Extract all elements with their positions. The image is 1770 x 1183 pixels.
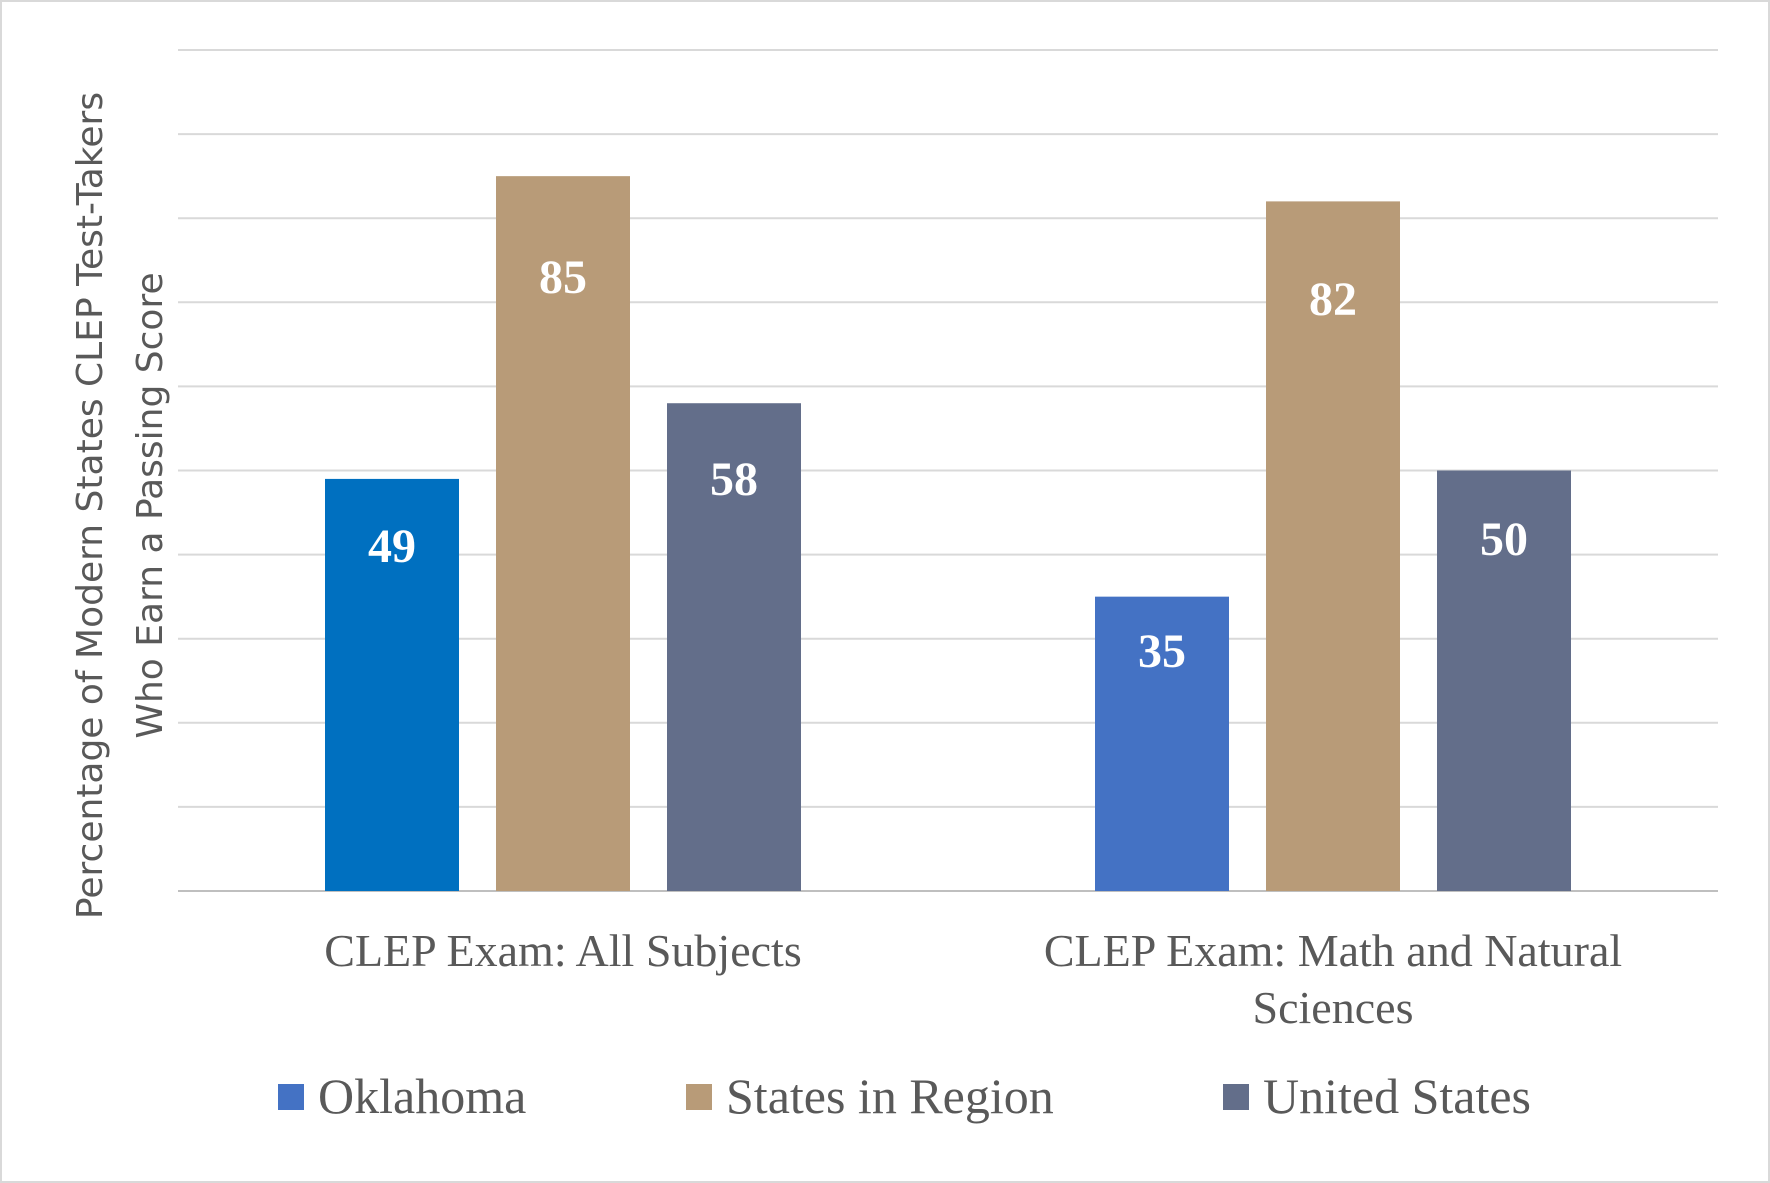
x-tick-label: CLEP Exam: All Subjects bbox=[324, 925, 801, 976]
data-label: 50 bbox=[1480, 513, 1528, 566]
legend-label: Oklahoma bbox=[318, 1068, 526, 1124]
legend: Oklahoma States in Region United States bbox=[278, 1068, 1531, 1124]
data-label: 85 bbox=[539, 251, 587, 304]
data-label: 35 bbox=[1138, 625, 1186, 678]
data-labels: 49 35 85 82 58 50 bbox=[368, 251, 1528, 678]
legend-swatch bbox=[278, 1084, 304, 1110]
y-axis-title: Percentage of Modern States CLEP Test-Ta… bbox=[70, 92, 171, 919]
legend-label: States in Region bbox=[726, 1068, 1054, 1124]
legend-swatch bbox=[686, 1084, 712, 1110]
bar bbox=[1437, 470, 1571, 891]
legend-swatch bbox=[1223, 1084, 1249, 1110]
bar bbox=[667, 403, 801, 891]
y-axis-title-line: Percentage of Modern States CLEP Test-Ta… bbox=[70, 92, 111, 919]
bar bbox=[1095, 596, 1229, 891]
legend-label: United States bbox=[1263, 1068, 1531, 1124]
data-label: 58 bbox=[710, 453, 758, 506]
data-label: 49 bbox=[368, 520, 416, 573]
x-tick-label: Sciences bbox=[1253, 982, 1414, 1033]
x-tick-label: CLEP Exam: Math and Natural bbox=[1044, 925, 1622, 976]
bar bbox=[325, 478, 459, 891]
x-axis-tick-labels: CLEP Exam: All Subjects CLEP Exam: Math a… bbox=[324, 925, 1622, 1033]
y-axis-title-line: Who Earn a Passing Score bbox=[130, 272, 171, 738]
bar bbox=[496, 176, 630, 891]
bar bbox=[1266, 201, 1400, 891]
data-label: 82 bbox=[1309, 273, 1357, 326]
bars bbox=[325, 176, 1571, 891]
